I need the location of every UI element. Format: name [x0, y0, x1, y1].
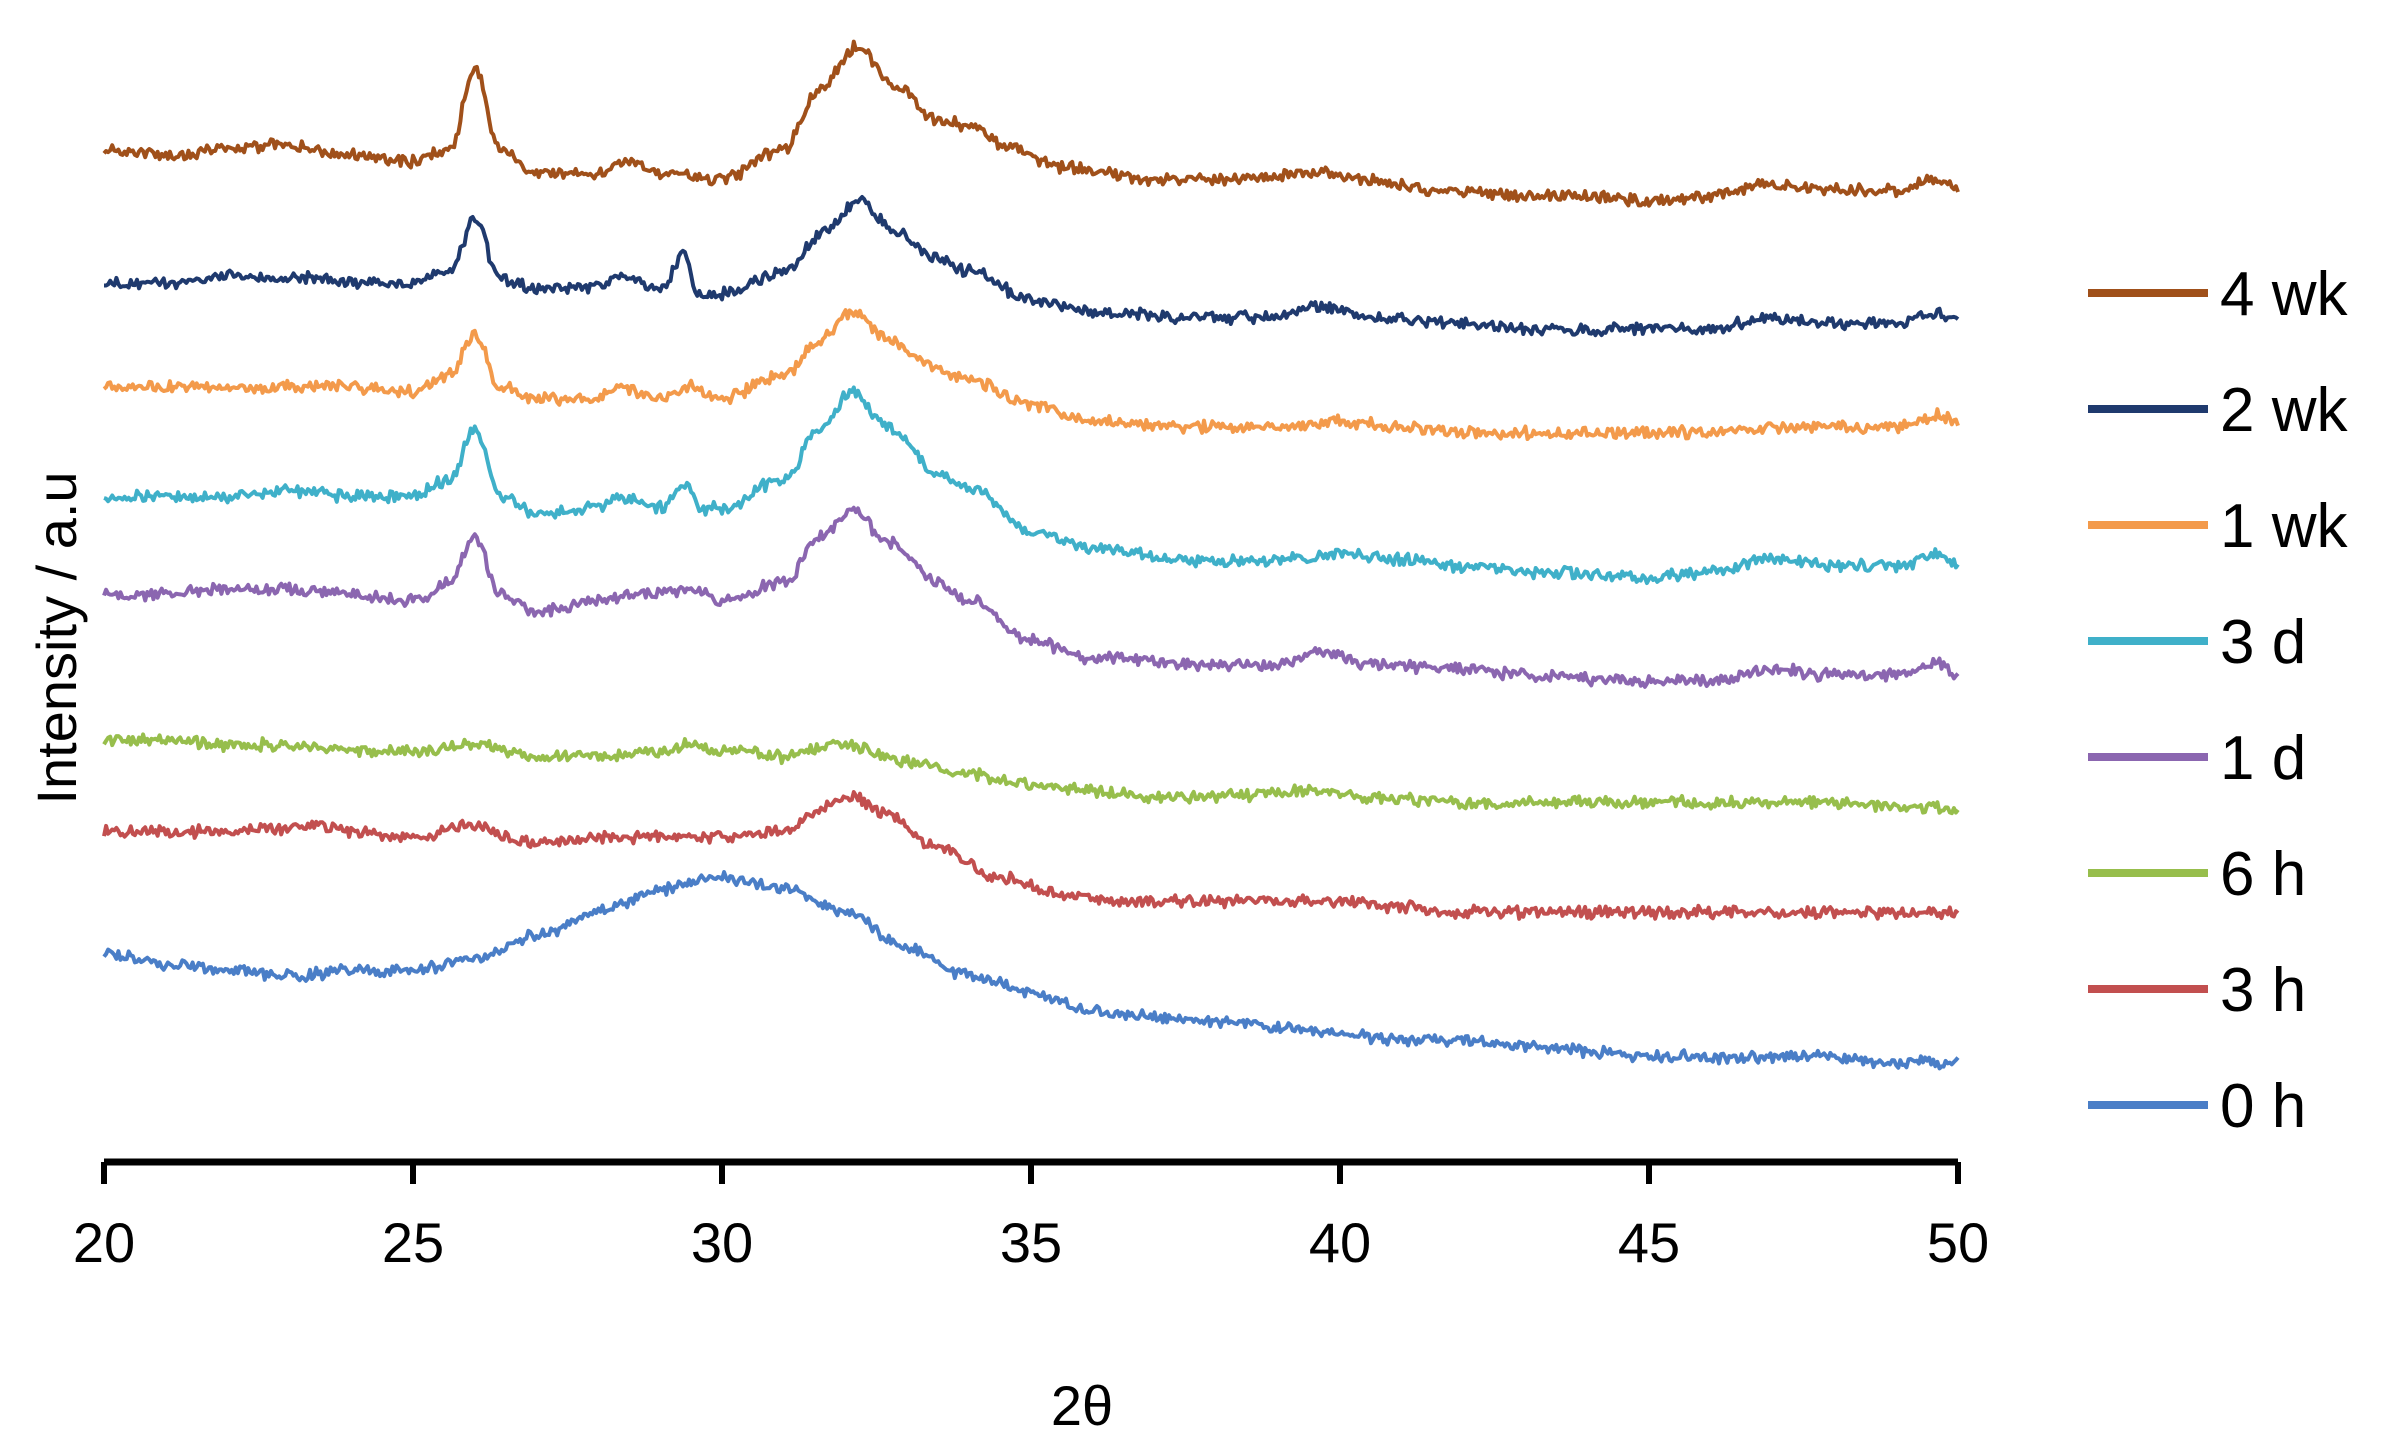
legend-label: 2 wk — [2220, 376, 2348, 445]
x-tick-label: 40 — [1309, 1211, 1371, 1274]
legend-label: 3 h — [2220, 956, 2306, 1025]
legend-label: 1 wk — [2220, 492, 2348, 561]
x-tick-label: 30 — [691, 1211, 753, 1274]
series-layer — [102, 39, 1960, 1071]
legend-label: 0 h — [2220, 1072, 2306, 1141]
x-tick-label: 45 — [1618, 1211, 1680, 1274]
legend-label: 3 d — [2220, 608, 2306, 677]
series-line-3-h — [102, 790, 1960, 921]
x-tick-label: 20 — [73, 1211, 135, 1274]
series-line-0-h — [102, 870, 1960, 1071]
series-line-1-d — [102, 505, 1960, 689]
series-line-2-wk — [104, 195, 1960, 338]
x-tick-label: 50 — [1927, 1211, 1989, 1274]
y-axis-title: Intensity / a.u — [25, 471, 88, 804]
x-tick-label: 35 — [1000, 1211, 1062, 1274]
legend-label: 6 h — [2220, 840, 2306, 909]
x-axis-title: 2θ — [1051, 1374, 1113, 1437]
series-line-4-wk — [102, 39, 1960, 208]
legend: 4 wk 2 wk 1 wk 3 d 1 d 6 h 3 h 0 h — [2088, 260, 2348, 1141]
series-line-6-h — [102, 732, 1960, 816]
legend-label: 1 d — [2220, 724, 2306, 793]
x-tick-label: 25 — [382, 1211, 444, 1274]
series-line-1-wk — [102, 308, 1960, 441]
x-axis: 20 25 30 35 40 45 50 — [73, 1158, 1989, 1274]
legend-label: 4 wk — [2220, 260, 2348, 329]
series-line-3-d — [103, 385, 1960, 585]
